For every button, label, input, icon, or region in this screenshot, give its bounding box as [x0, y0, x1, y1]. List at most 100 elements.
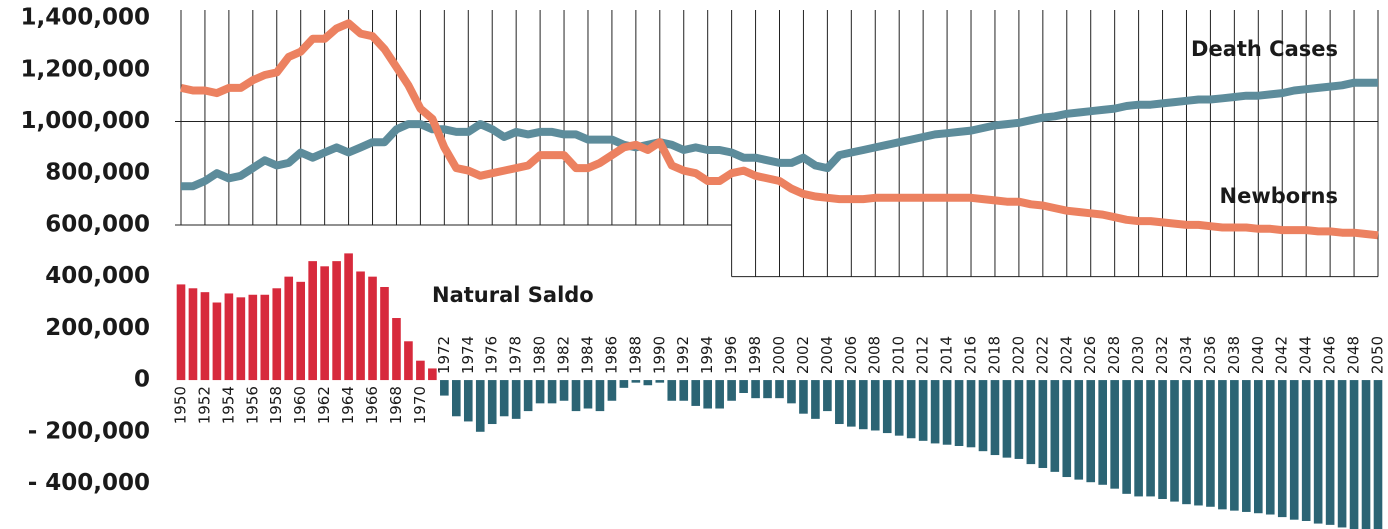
bar [1218, 380, 1227, 510]
bar [667, 380, 677, 401]
x-tick-label: 1960 [291, 386, 309, 424]
bar [1038, 380, 1048, 468]
bar [272, 288, 282, 381]
x-tick-label: 1950 [172, 386, 190, 424]
bar [248, 294, 258, 381]
bar [739, 380, 748, 394]
bar [200, 292, 210, 381]
bar [894, 380, 904, 436]
bar [595, 380, 605, 412]
x-tick-label: 1996 [722, 336, 740, 374]
bar [535, 380, 545, 404]
bar [942, 380, 952, 445]
x-tick-label: 2006 [842, 336, 860, 374]
bar [751, 380, 760, 399]
x-tick-label: 2046 [1321, 336, 1339, 374]
x-tick-label: 1978 [507, 336, 525, 374]
bar [655, 380, 665, 383]
x-tick-label: 2032 [1153, 336, 1171, 374]
bar [775, 380, 784, 399]
y-tick-label: 0 [134, 367, 150, 393]
x-tick-label: 2038 [1225, 336, 1243, 374]
bar [799, 380, 808, 414]
y-tick-label: 600,000 [45, 211, 150, 237]
x-tick-label: 1968 [387, 386, 405, 424]
bar [368, 276, 377, 381]
x-tick-label: 2002 [794, 336, 812, 374]
bar [320, 266, 329, 381]
bar [1373, 380, 1383, 529]
bar [452, 380, 461, 417]
bar [1349, 380, 1359, 529]
bar [1277, 380, 1287, 518]
bar [344, 253, 353, 381]
bar [1194, 380, 1203, 506]
bar [428, 368, 437, 381]
bar [511, 380, 521, 419]
bar [1242, 380, 1251, 512]
x-tick-label: 1962 [315, 386, 333, 424]
bar [332, 261, 341, 381]
bar [1265, 380, 1275, 515]
x-tick-label: 2010 [890, 336, 908, 374]
bar [1086, 380, 1096, 483]
x-tick-label: 1986 [602, 336, 620, 374]
x-tick-label: 2044 [1297, 336, 1315, 374]
bar [906, 380, 916, 439]
y-tick-label: 400,000 [45, 263, 150, 289]
bar [260, 294, 270, 381]
bar [1134, 380, 1143, 497]
bar [404, 341, 413, 381]
bar [918, 380, 928, 441]
y-tick-label: 200,000 [45, 315, 150, 341]
bar [1050, 380, 1060, 472]
y-tick-label: - 200,000 [28, 418, 150, 444]
x-tick-label: 1958 [267, 386, 285, 424]
x-tick-label: 2034 [1177, 336, 1195, 374]
bar [715, 380, 724, 409]
bar [1206, 380, 1215, 507]
bar [296, 281, 306, 381]
bar [463, 380, 473, 422]
bar [308, 261, 317, 381]
bar [631, 380, 641, 383]
x-tick-label: 1956 [243, 386, 261, 424]
bar [487, 380, 497, 425]
x-tick-label: 1964 [339, 386, 357, 424]
bar [547, 380, 557, 404]
bar [1230, 380, 1239, 511]
x-tick-label: 2028 [1105, 336, 1123, 374]
x-tick-label: 1994 [698, 336, 716, 374]
x-tick-label: 2012 [914, 336, 932, 374]
bar [1122, 380, 1131, 494]
bar [212, 302, 222, 381]
y-tick-label: 1,000,000 [21, 108, 151, 134]
bar [607, 380, 617, 401]
x-tick-label: 2042 [1273, 336, 1291, 374]
y-tick-label: - 400,000 [28, 470, 150, 496]
bar [416, 360, 425, 381]
bar [1313, 380, 1323, 524]
x-tick-label: 2024 [1057, 336, 1075, 374]
bar [703, 380, 712, 409]
x-tick-label: 1988 [626, 336, 644, 374]
bar [1098, 380, 1107, 485]
x-tick-label: 2020 [1009, 336, 1027, 374]
bar [858, 380, 868, 430]
bar [559, 380, 569, 401]
line-1 [180, 19, 1379, 240]
bar [691, 380, 701, 406]
bar [224, 293, 234, 381]
bar [619, 380, 629, 388]
line-0 [181, 78, 1378, 191]
y-tick-label: 1,200,000 [21, 56, 151, 82]
bar [882, 380, 892, 434]
x-tick-label: 2048 [1345, 336, 1363, 374]
series-label: Death Cases [1191, 37, 1338, 61]
bar [1253, 380, 1263, 514]
bar [1158, 380, 1167, 500]
x-tick-label: 2008 [866, 336, 884, 374]
bar [954, 380, 964, 447]
x-tick-label: 2050 [1369, 336, 1387, 374]
